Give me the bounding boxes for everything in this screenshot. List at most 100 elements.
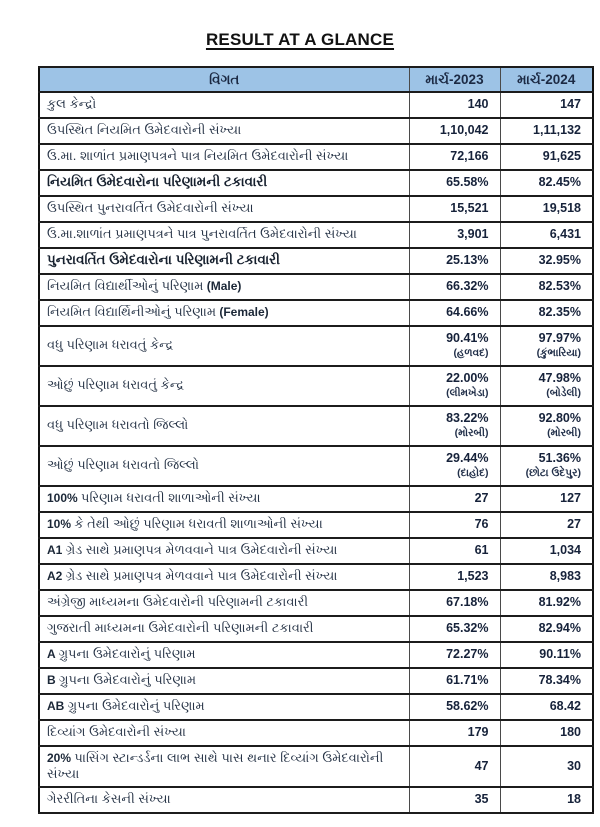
value-2024: 81.92% (538, 594, 581, 609)
row-label-prefix: AB (47, 698, 68, 713)
row-label-cell: ગુજરાતી માધ્યમના ઉમેદવારોની પરિણામની ટકા… (38, 614, 410, 643)
value-2023-cell: 3,901 (408, 221, 501, 249)
table-row: 10% કે તેથી ઓછું પરિણામ ધરાવતી શાળાઓની સ… (38, 510, 594, 539)
value-2023: 65.32% (446, 620, 489, 635)
value-2024: 30 (567, 758, 581, 773)
value-2023: 47 (474, 758, 489, 773)
value-2024: 82.94% (538, 620, 581, 635)
results-table-header: વિગત માર્ચ-2023 માર્ચ-2024 (38, 66, 594, 93)
row-label-cell: નિયમિત વિદ્યાર્થિનીઓનું પરિણામ (Female) (38, 299, 410, 327)
row-label-text: ગુજરાતી માધ્યમના ઉમેદવારોની પરિણામની ટકા… (47, 619, 314, 635)
row-label-text: કુલ કેન્દ્રો (47, 96, 97, 112)
value-2023: 90.41% (446, 331, 489, 345)
row-label-text: અંગ્રેજી માધ્યમના ઉમેદવારોની પરિણામની ટક… (47, 593, 309, 609)
value-2024: 68.42 (549, 698, 581, 713)
value-2024-cell: 27 (499, 510, 594, 539)
row-label-text: ઉપસ્થિત નિયમિત ઉમેદવારોની સંખ્યા (47, 122, 242, 138)
value-2024: 8,983 (549, 568, 581, 583)
row-label-prefix: 10% (47, 516, 75, 531)
row-label-prefix: 100% (47, 490, 82, 505)
row-label-suffix: (Female) (216, 305, 269, 320)
value-2023: 58.62% (446, 698, 489, 713)
row-label-cell: ગેરરીતિના કેસની સંખ્યા (38, 786, 410, 815)
row-label-prefix: A (47, 646, 59, 661)
value-2024-cell: 8,983 (499, 562, 594, 591)
value-2023: 15,521 (450, 201, 489, 216)
table-row: AB ગ્રુપના ઉમેદવારોનું પરિણામ 58.62% 68.… (38, 692, 594, 721)
value-2023: 64.66% (446, 305, 489, 320)
value-2024: 92.80% (538, 410, 581, 425)
table-row: ગુજરાતી માધ્યમના ઉમેદવારોની પરિણામની ટકા… (38, 614, 594, 643)
value-2024: 32.95% (538, 253, 581, 268)
table-row: નિયમિત વિદ્યાર્થિનીઓનું પરિણામ (Female) … (38, 299, 594, 327)
column-header-details: વિગત (38, 66, 410, 93)
value-2023: 72.27% (446, 646, 489, 661)
value-2023-cell: 90.41% (હળવદ) (408, 325, 501, 367)
value-2023-cell: 29.44% (દાહોદ) (408, 444, 501, 487)
row-label-text: ગ્રેડ સાથે પ્રમાણપત્ર મેળવવાને પાત્ર ઉમે… (65, 541, 338, 557)
value-2023-cell: 25.13% (408, 247, 501, 275)
row-label-text: ઉ.મા.શાળાંત પ્રમાણપત્રને પાત્ર પુનરાવર્ત… (47, 226, 357, 242)
table-row: દિવ્યાંગ ઉમેદવારોની સંખ્યા 179 180 (38, 718, 594, 747)
row-label-text: ઉ.મા. શાળાંત પ્રમાણપત્રને પાત્ર નિયમિત ઉ… (47, 148, 349, 164)
value-2023-cell: 140 (408, 91, 501, 119)
results-table: વિગત માર્ચ-2023 માર્ચ-2024 કુલ કેન્દ્રો … (38, 66, 594, 815)
row-label-cell: વધુ પરિણામ ધરાવતો જિલ્લો (38, 404, 410, 447)
value-2024-cell: 30 (499, 744, 594, 789)
row-label-cell: AB ગ્રુપના ઉમેદવારોનું પરિણામ (38, 692, 410, 721)
value-2024: 82.45% (538, 175, 581, 190)
value-2023: 3,901 (457, 227, 489, 242)
row-label-text: પરિણામ ધરાવતી શાળાઓની સંખ્યા (81, 489, 261, 505)
row-label-cell: કુલ કેન્દ્રો (38, 91, 410, 119)
table-row: નિયમિત ઉમેદવારોના પરિણામની ટકાવારી 65.58… (38, 169, 594, 197)
value-2023-cell: 67.18% (408, 588, 501, 617)
value-2024-cell: 68.42 (499, 692, 594, 721)
value-2024: 19,518 (542, 201, 581, 216)
value-2024-cell: 127 (499, 484, 594, 513)
row-label-cell: નિયમિત વિદ્યાર્થીઓનું પરિણામ (Male) (38, 273, 410, 301)
value-2024: 51.36% (538, 450, 581, 465)
row-label-prefix: A2 (47, 568, 66, 583)
row-label-text: ઉપસ્થિત પુનરાવર્તિત ઉમેદવારોની સંખ્યા (47, 200, 254, 216)
value-2024-cell: 18 (499, 786, 594, 815)
value-2023-cell: 22.00% (લીમખેડા) (408, 364, 501, 407)
table-row: 20% પાસિંગ સ્ટાન્ડર્ડના લાભ સાથે પાસ થના… (38, 744, 594, 789)
value-2024-cell: 32.95% (499, 247, 594, 275)
row-label-cell: ઉપસ્થિત નિયમિત ઉમેદવારોની સંખ્યા (38, 117, 410, 145)
value-2024-cell: 97.97% (કુંભારિયા) (499, 325, 594, 367)
row-label-text: વધુ પરિણામ ધરાવતો જિલ્લો (47, 417, 189, 433)
value-2024: 82.35% (538, 305, 581, 320)
value-2023-cell: 1,523 (408, 562, 501, 591)
value-2024-cell: 81.92% (499, 588, 594, 617)
value-2024: 27 (567, 516, 581, 531)
value-2023-cell: 83.22% (મોરબી) (408, 404, 501, 447)
value-2023: 1,523 (457, 568, 489, 583)
value-2023: 179 (467, 724, 489, 739)
value-2023-cell: 27 (408, 484, 501, 513)
table-row: કુલ કેન્દ્રો 140 147 (38, 91, 594, 119)
value-2023: 67.18% (446, 594, 489, 609)
page-title: RESULT AT A GLANCE (205, 30, 395, 49)
table-row: 100% પરિણામ ધરાવતી શાળાઓની સંખ્યા 27 127 (38, 484, 594, 513)
table-row: A1 ગ્રેડ સાથે પ્રમાણપત્ર મેળવવાને પાત્ર … (38, 536, 594, 565)
row-label-cell: B ગ્રુપના ઉમેદવારોનું પરિણામ (38, 666, 410, 695)
row-label-cell: પુનરાવર્તિત ઉમેદવારોના પરિણામની ટકાવારી (38, 247, 410, 275)
value-2023-cell: 72,166 (408, 143, 501, 171)
value-2023-cell: 65.58% (408, 169, 501, 197)
row-label-cell: નિયમિત ઉમેદવારોના પરિણામની ટકાવારી (38, 169, 410, 197)
value-2024: 1,034 (549, 542, 581, 557)
value-2023-cell: 65.32% (408, 614, 501, 643)
value-2024: 90.11% (539, 646, 581, 661)
row-label-text: ગ્રુપના ઉમેદવારોનું પરિણામ (67, 697, 205, 713)
row-label-cell: A ગ્રુપના ઉમેદવારોનું પરિણામ (38, 640, 410, 669)
value-2024-cell: 78.34% (499, 666, 594, 695)
value-2023: 76 (474, 516, 489, 531)
value-2023: 83.22% (446, 410, 489, 425)
row-label-prefix: A1 (47, 542, 66, 557)
value-2023: 29.44% (446, 450, 489, 465)
value-2023: 72,166 (450, 149, 489, 164)
value-2024: 91,625 (542, 149, 581, 164)
value-2023: 61 (474, 542, 489, 557)
row-label-cell: 20% પાસિંગ સ્ટાન્ડર્ડના લાભ સાથે પાસ થના… (38, 744, 410, 789)
value-2024-cell: 1,034 (499, 536, 594, 565)
